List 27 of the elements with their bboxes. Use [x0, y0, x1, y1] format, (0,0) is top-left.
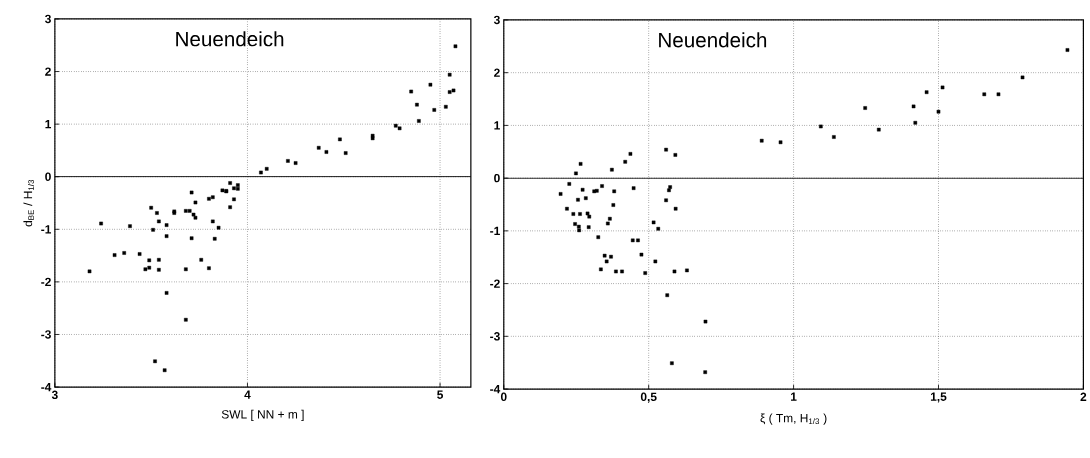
y-tick-label: 3 [45, 14, 51, 24]
y-tick-label: 0 [494, 173, 500, 183]
x-tick-label: 1,5 [930, 392, 947, 403]
y-tick-label: 1 [494, 121, 500, 130]
y-tick-label: 0 [45, 172, 51, 181]
y-tick-label: -3 [41, 330, 51, 339]
y-tick-label: -3 [490, 332, 500, 341]
x-tick-label: 5 [437, 390, 444, 399]
x-tick-label: 1 [791, 392, 797, 401]
y-tick-label: 2 [45, 67, 51, 76]
chart-title: Neuendeich [176, 31, 284, 47]
y-tick-label: 2 [494, 68, 500, 77]
x-tick-label: 4 [244, 390, 251, 399]
x-axis-title: SWL [ NN + m ] [221, 409, 304, 421]
x-axis-title: ξ ( Tm, H$_{1/3}$ ) [760, 413, 827, 425]
y-tick-label: -2 [41, 277, 51, 287]
y-tick-label: -1 [490, 226, 500, 236]
x-tick-label: 0,5 [640, 392, 657, 403]
y-tick-label: 1 [45, 120, 52, 129]
chart-title: Neuendeich [659, 32, 767, 48]
x-tick-label: 2 [1080, 392, 1087, 401]
y-tick-label: -2 [490, 279, 500, 288]
y-axis-title: d$_{BE}$ / H$_{1/3}$ [23, 179, 34, 227]
y-tick-label: -1 [41, 225, 52, 234]
y-tick-label: -4 [41, 383, 52, 392]
y-tick-label: 3 [493, 15, 500, 25]
y-tick-label: -4 [490, 385, 501, 394]
